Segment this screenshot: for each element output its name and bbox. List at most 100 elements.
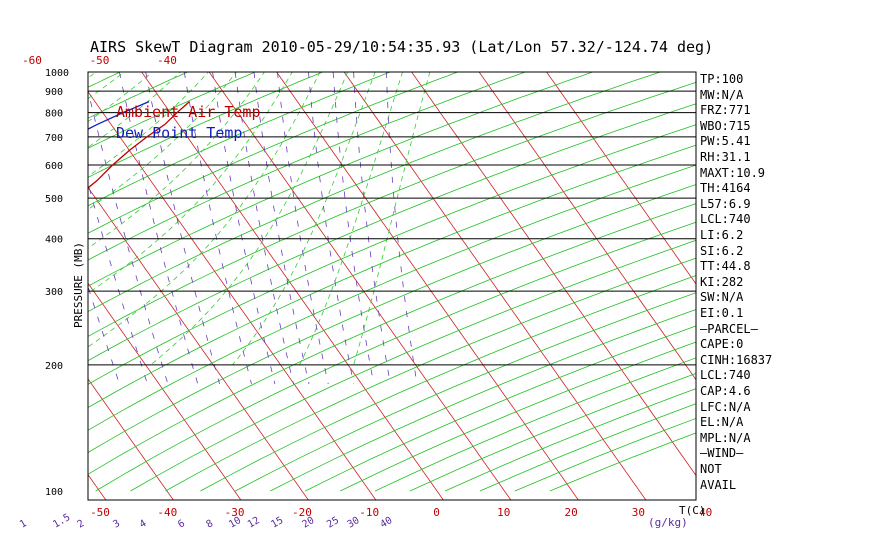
mixing-ratio-tick-label: 20 bbox=[300, 515, 316, 531]
mixing-ratio-tick-label: 6 bbox=[176, 518, 187, 531]
pressure-tick-label: 100 bbox=[45, 487, 63, 498]
isotherm-line bbox=[208, 72, 512, 500]
moist-adiabat-line bbox=[88, 72, 153, 123]
dry-adiabat-line bbox=[235, 292, 696, 492]
mixing-ratio-unit-label: (g/kg) bbox=[648, 516, 688, 529]
bottom-temperature-tick-label: -20 bbox=[292, 506, 312, 519]
mixing-ratio-tick-label: 4 bbox=[138, 518, 149, 531]
index-entry: KI:282 bbox=[700, 274, 744, 289]
bottom-temperature-tick-label: -30 bbox=[225, 506, 245, 519]
index-entry: CAPE:0 bbox=[700, 337, 744, 352]
dry-adiabat-line bbox=[479, 403, 696, 492]
index-entry: NOT bbox=[700, 462, 722, 476]
dry-adiabat-line bbox=[88, 144, 696, 409]
mixing-ratio-tick-label: 30 bbox=[346, 515, 362, 531]
bottom-temperature-tick-label: -10 bbox=[359, 506, 379, 519]
dry-adiabat-line bbox=[88, 81, 696, 337]
plot-frame bbox=[87, 71, 697, 501]
pressure-tick-label: 300 bbox=[45, 287, 63, 298]
mixing-ratio-line bbox=[353, 72, 391, 385]
moist-adiabat-line bbox=[88, 72, 181, 148]
moist-adiabat-line bbox=[0, 63, 81, 365]
dry-adiabat-line bbox=[88, 72, 595, 287]
plot-area bbox=[0, 63, 697, 501]
dry-adiabat-line bbox=[409, 372, 696, 492]
bottom-temperature-tick-label: 0 bbox=[433, 506, 440, 519]
dry-adiabat-line bbox=[88, 72, 392, 207]
dry-adiabat-lines bbox=[0, 63, 696, 492]
mixing-ratio-line bbox=[119, 72, 199, 385]
bottom-temperature-tick-label: 30 bbox=[632, 506, 645, 519]
mixing-ratio-line bbox=[0, 72, 74, 384]
temperature-unit-label: T(C) bbox=[679, 504, 706, 517]
isotherm-line bbox=[478, 72, 696, 381]
dry-adiabat-line bbox=[88, 72, 527, 261]
moist-adiabat-line bbox=[0, 63, 27, 365]
isobar-lines bbox=[88, 90, 696, 366]
index-entry: EI:0.1 bbox=[700, 306, 744, 320]
isotherm-line bbox=[343, 72, 647, 500]
moist-adiabat-line bbox=[88, 72, 265, 249]
index-entry: TH:4164 bbox=[700, 181, 751, 196]
dry-adiabat-line bbox=[0, 63, 3, 491]
dry-adiabat-line bbox=[270, 309, 696, 492]
dry-adiabat-line bbox=[444, 388, 696, 492]
pressure-tick-label: 500 bbox=[45, 194, 63, 205]
index-entry: L57:6.9 bbox=[700, 196, 751, 211]
mixing-ratio-line bbox=[253, 72, 310, 385]
pressure-tick-label: 1000 bbox=[45, 68, 69, 79]
chart-title: AIRS SkewT Diagram 2010-05-29/10:54:35.9… bbox=[90, 38, 713, 56]
mixing-ratio-tick-label: 2 bbox=[76, 518, 87, 531]
pressure-tick-label: 600 bbox=[45, 161, 63, 172]
legend-dew-point-temp: Dew Point Temp bbox=[116, 124, 242, 142]
index-entry: MPL:N/A bbox=[700, 430, 751, 445]
moist-adiabat-line bbox=[88, 72, 125, 100]
top-temperature-tick-label: -40 bbox=[157, 54, 177, 67]
mixing-ratio-line bbox=[332, 72, 375, 385]
top-temperature-tick-label: -50 bbox=[90, 54, 110, 67]
bottom-temperature-tick-label: -50 bbox=[90, 506, 110, 519]
mixing-ratio-lines bbox=[0, 72, 418, 385]
mixing-ratio-tick-label: 10 bbox=[227, 515, 243, 531]
mixing-ratio-tick-label: 1.5 bbox=[51, 512, 72, 531]
index-entry: RH:31.1 bbox=[700, 150, 751, 164]
index-entry: AVAIL bbox=[700, 477, 737, 492]
pressure-tick-label: 700 bbox=[45, 133, 63, 144]
isotherm-line bbox=[88, 186, 309, 500]
legend-ambient-air-temp: Ambient Air Temp bbox=[116, 103, 261, 121]
dry-adiabat-line bbox=[88, 72, 257, 149]
dry-adiabat-line bbox=[340, 341, 696, 492]
mixing-ratio-tick-label: 1 bbox=[18, 518, 29, 531]
index-entry: MW:N/A bbox=[700, 87, 744, 102]
sounding-series bbox=[88, 101, 190, 189]
index-entry: CINH:16837 bbox=[700, 352, 773, 367]
isotherm-line bbox=[276, 72, 579, 500]
mixing-ratio-tick-label: 40 bbox=[378, 515, 394, 531]
bottom-temperature-tick-label: 10 bbox=[497, 506, 510, 519]
isotherm-line bbox=[88, 282, 242, 500]
mixing-ratio-line bbox=[234, 72, 294, 385]
index-entry: TP:100 bbox=[700, 72, 744, 86]
bottom-temperature-tick-label: -40 bbox=[157, 506, 177, 519]
mixing-ratio-tick-label: 15 bbox=[269, 515, 285, 531]
index-entry: FRZ:771 bbox=[700, 103, 751, 118]
axis-ticks: 1002003004005006007008009001000-120-110-… bbox=[18, 54, 712, 531]
mixing-ratio-tick-label: 12 bbox=[246, 515, 262, 531]
moist-adiabat-line bbox=[299, 72, 403, 366]
index-entry: MAXT:10.9 bbox=[700, 165, 766, 180]
index-entry: SW:N/A bbox=[700, 290, 744, 305]
bottom-temperature-tick-label: 40 bbox=[699, 506, 712, 519]
mixing-ratio-tick-label: 25 bbox=[325, 515, 341, 531]
moist-adiabat-line bbox=[88, 72, 238, 211]
mixing-ratio-line bbox=[88, 285, 120, 385]
dry-adiabat-line bbox=[88, 203, 696, 475]
moist-adiabat-line bbox=[88, 72, 209, 177]
dry-adiabat-line bbox=[88, 72, 189, 119]
isotherm-line bbox=[411, 72, 696, 477]
dry-adiabat-line bbox=[200, 275, 696, 492]
index-entry: —PARCEL— bbox=[700, 321, 758, 336]
dry-adiabat-line bbox=[0, 63, 71, 491]
pressure-tick-label: 800 bbox=[45, 109, 63, 120]
dry-adiabat-line bbox=[88, 184, 696, 453]
